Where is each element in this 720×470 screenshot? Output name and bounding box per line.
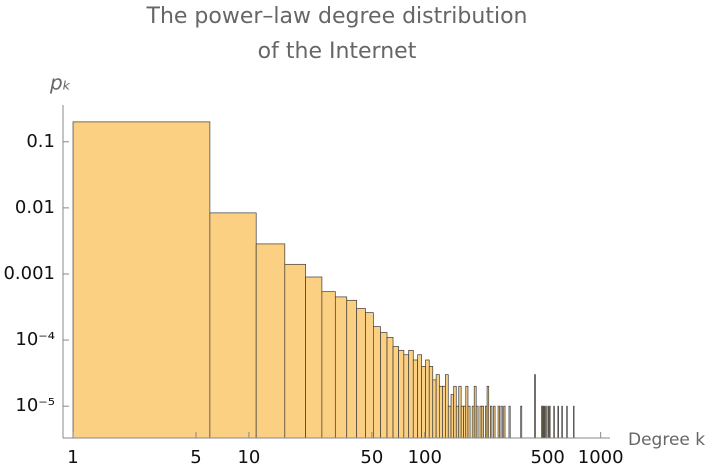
bar [553, 405, 555, 439]
bar [453, 385, 457, 439]
bar [417, 354, 423, 439]
bar [334, 296, 348, 439]
bar [428, 366, 434, 439]
bar [72, 121, 211, 439]
x-tick-label: 1000 [578, 447, 624, 468]
bar [421, 366, 426, 439]
bar [398, 349, 405, 439]
bar [486, 385, 490, 439]
bar [392, 346, 399, 439]
bar [380, 332, 388, 439]
bar [455, 405, 460, 439]
x-tick-label: 5 [190, 447, 201, 468]
bar [438, 385, 443, 439]
bar [520, 405, 523, 439]
bar [541, 405, 544, 439]
chart-title: The power–law degree distribution [146, 4, 528, 29]
chart-title: of the Internet [258, 39, 417, 64]
bar [445, 374, 449, 439]
bar [403, 354, 410, 439]
bar [386, 336, 394, 439]
y-tick-label: 0.1 [26, 131, 55, 152]
x-tick-label: 500 [531, 447, 565, 468]
x-tick-label: 10 [237, 447, 260, 468]
bar [412, 359, 418, 439]
bar [467, 405, 471, 439]
bar [450, 394, 455, 439]
bar [447, 405, 452, 439]
x-tick-label: 50 [360, 447, 383, 468]
y-tick-label: 10⁻⁴ [15, 329, 55, 350]
bar [458, 385, 462, 439]
bar [435, 374, 440, 439]
bar [490, 405, 493, 439]
bar [557, 405, 559, 439]
bar [209, 212, 257, 439]
y-tick-label: 0.01 [15, 197, 55, 218]
bar [425, 359, 430, 439]
bar [321, 291, 336, 439]
bar [432, 379, 437, 439]
bar [549, 405, 551, 439]
bar [284, 263, 306, 439]
bar [475, 405, 479, 439]
bar [573, 405, 575, 439]
bar [561, 405, 563, 439]
bar [305, 276, 323, 439]
y-axis-label: pₖ [49, 71, 71, 95]
bar [497, 405, 500, 439]
y-tick-label: 0.001 [3, 263, 55, 284]
bar [408, 349, 414, 439]
bar [373, 326, 381, 439]
bar [566, 405, 568, 439]
bar [543, 405, 546, 439]
y-tick-label: 10⁻⁵ [15, 395, 55, 416]
bar [545, 405, 547, 439]
bar [346, 299, 358, 439]
x-axis-label: Degree k [628, 430, 705, 450]
bar [356, 308, 366, 439]
x-tick-label: 1 [67, 447, 78, 468]
bar [481, 405, 484, 439]
bar [365, 312, 374, 439]
x-tick-label: 100 [408, 447, 442, 468]
bar [500, 405, 503, 439]
bar [503, 405, 506, 439]
bar [460, 405, 464, 439]
bar [442, 385, 446, 439]
bar [493, 405, 496, 439]
bar [508, 405, 511, 439]
bar [255, 243, 286, 439]
bar [534, 374, 536, 439]
